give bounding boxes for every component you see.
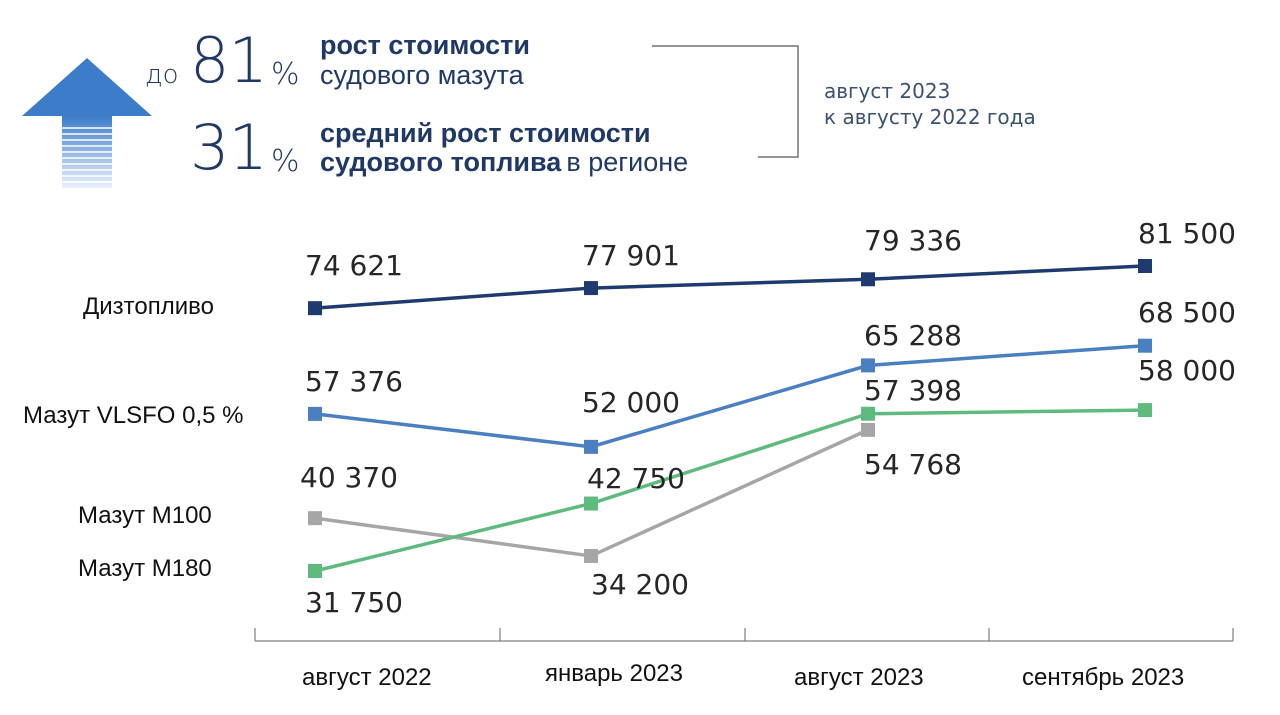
series-line-vlsfo [315,346,1145,447]
series-m100: 40 370 34 200 54 768 [300,423,962,601]
point-diesel-0 [308,301,322,315]
data-label-m180-3: 58 000 [1138,354,1236,387]
x-tick-sep-2023: сентябрь 2023 [1022,664,1184,692]
series-line-diesel [315,266,1145,308]
series-vlsfo: 57 376 52 000 65 288 68 500 [305,296,1236,454]
data-label-diesel-0: 74 621 [305,249,403,282]
data-label-m180-0: 31 750 [305,586,403,619]
data-label-m180-1: 42 750 [587,462,685,495]
point-vlsfo-0 [308,407,322,421]
point-m180-2 [861,407,875,421]
point-m100-1 [584,549,598,563]
data-label-m100-2: 54 768 [864,448,962,481]
x-axis [255,628,1233,641]
point-m180-1 [584,497,598,511]
data-label-diesel-2: 79 336 [864,224,962,257]
data-label-vlsfo-3: 68 500 [1138,296,1236,329]
data-label-m180-2: 57 398 [864,374,962,407]
point-m100-0 [308,511,322,525]
data-label-diesel-3: 81 500 [1138,217,1236,250]
point-diesel-3 [1138,259,1152,273]
point-diesel-1 [584,281,598,295]
point-m180-3 [1138,403,1152,417]
data-label-vlsfo-1: 52 000 [582,386,680,419]
x-tick-aug-2023: август 2023 [794,664,924,692]
data-label-diesel-1: 77 901 [582,239,680,272]
x-tick-jan-2023: январь 2023 [545,660,683,688]
data-label-vlsfo-0: 57 376 [305,365,403,398]
data-label-vlsfo-2: 65 288 [864,319,962,352]
data-label-m100-1: 34 200 [591,568,689,601]
point-m180-0 [308,564,322,578]
series-line-m180 [315,410,1145,571]
x-tick-aug-2022: август 2022 [302,664,432,692]
series-diesel: 74 621 77 901 79 336 81 500 [305,217,1236,315]
point-vlsfo-3 [1138,339,1152,353]
point-diesel-2 [861,272,875,286]
point-vlsfo-1 [584,440,598,454]
point-m100-2 [861,423,875,437]
point-vlsfo-2 [861,358,875,372]
data-label-m100-0: 40 370 [300,461,398,494]
